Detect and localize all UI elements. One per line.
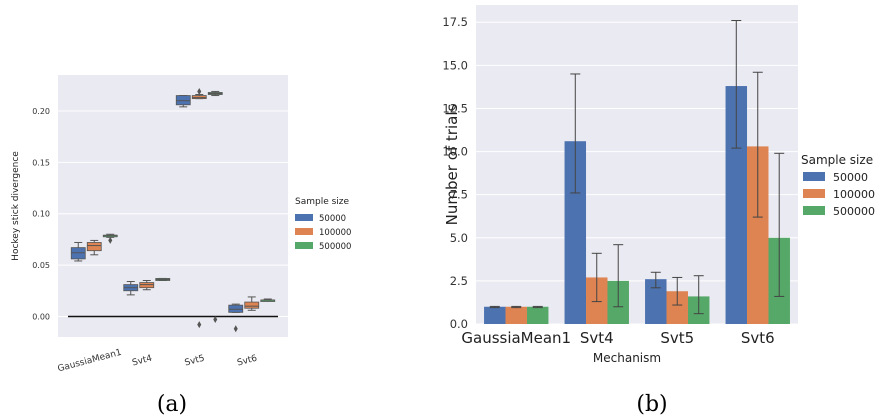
chart-b-ytick-label: 7.5 [450,188,468,202]
chart-a-legend-label: 100000 [319,228,351,238]
chart-a-ytick-label: 0.15 [32,158,50,167]
chart-a-box [228,304,244,313]
chart-b-bar [484,306,506,324]
chart-a-xtick-label: Svt4 [131,354,153,369]
chart-a-box [70,247,86,260]
chart-b-ytick-labels: 0.0 2.5 5.0 7.5 10.0 12.5 15.0 17.5 [442,15,468,331]
chart-b-xtick-label: Svt4 [580,329,614,347]
chart-a-box [244,301,260,309]
chart-a-box [139,282,155,289]
chart-b-legend-swatch [803,189,825,198]
chart-a-ytick-label: 0.10 [32,210,50,219]
chart-b-xtick-label: Svt5 [660,329,694,347]
chart-b-legend-label: 500000 [833,205,875,218]
chart-a-legend-title: Sample size [295,197,350,207]
chart-a-ytick-label: 0.20 [32,107,50,116]
chart-a-legend-label: 500000 [319,242,351,252]
chart-b-legend-label: 100000 [833,188,875,201]
chart-a-legend-swatch [295,214,313,221]
chart-a-box [175,95,191,106]
chart-a-flier [197,321,202,329]
chart-a-boxes [70,87,276,333]
chart-a-box-plot: 0.00 0.05 0.10 0.15 0.20 GaussiaMean1 Svt4 Svt… [11,75,351,417]
chart-b-bars [484,20,790,324]
chart-a-flier [213,316,218,324]
chart-a-ytick-label: 0.05 [32,261,50,270]
chart-b-bar [645,279,667,324]
chart-b-ytick-label: 15.0 [442,58,468,72]
chart-a-ytick-label: 0.00 [32,312,50,321]
chart-a-box [86,242,102,252]
chart-a-flier [197,87,202,95]
chart-b-y-axis-label: Number of trials [443,103,461,225]
chart-b-bar [526,306,549,324]
chart-b-caption: (b) [636,392,667,417]
chart-b-ytick-label: 17.5 [442,15,468,29]
chart-a-legend-swatch [295,242,313,249]
chart-b-ytick-label: 10.0 [442,145,468,159]
chart-a-xtick-label: GaussiaMean1 [57,348,123,375]
chart-a-legend-label: 50000 [319,214,346,224]
chart-b-ytick-label: 2.5 [450,274,468,288]
chart-b-xtick-labels: GaussiaMean1 Svt4 Svt5 Svt6 [461,329,774,347]
chart-b-legend-title: Sample size [801,153,873,167]
chart-b-ytick-label: 12.5 [442,101,468,115]
chart-b-ytick-label: 5.0 [450,231,468,245]
chart-b-legend-swatch [803,206,825,215]
chart-a-flier [108,236,113,244]
chart-a-y-axis-label: Hockey stick divergence [11,151,21,261]
chart-a-legend: Sample size 50000 100000 500000 [295,197,351,252]
chart-b-bar [725,86,748,324]
chart-a-ytick-labels: 0.00 0.05 0.10 0.15 0.20 [32,107,50,321]
chart-a-flier [233,325,238,333]
chart-a-plot-area [58,75,288,337]
chart-b-bar [747,146,769,324]
chart-a-caption: (a) [157,392,187,417]
chart-a-xtick-label: Svt5 [184,354,206,369]
chart-b-bar-chart: 0.0 2.5 5.0 7.5 10.0 12.5 15.0 17.5 GaussiaMean… [442,5,875,417]
chart-a-legend-swatch [295,228,313,235]
chart-b-xtick-label: GaussiaMean1 [461,329,571,347]
chart-b-bar [666,291,688,324]
chart-a-xtick-label: Svt6 [236,354,258,369]
chart-a-xtick-labels: GaussiaMean1 Svt4 Svt5 Svt6 [57,348,259,375]
chart-b-bar [564,141,587,324]
chart-b-x-axis-label: Mechanism [593,351,661,365]
chart-b-ytick-label: 0.0 [450,317,468,331]
chart-b-legend-swatch [803,172,825,181]
chart-b-legend: Sample size 50000 100000 500000 [801,153,875,218]
chart-a-box [191,95,207,100]
chart-b-xtick-label: Svt6 [741,329,775,347]
chart-b-bar [505,306,527,324]
chart-b-legend-label: 50000 [833,171,868,184]
